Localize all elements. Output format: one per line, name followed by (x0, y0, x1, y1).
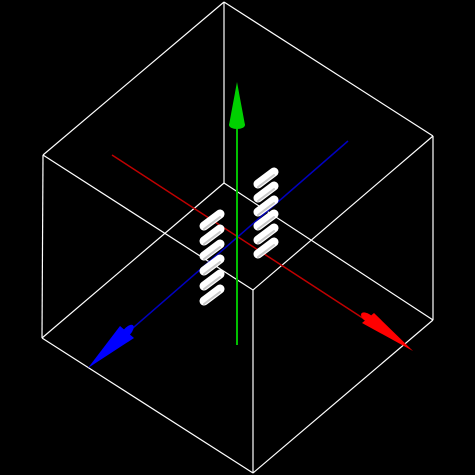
capsule-object[interactable] (253, 209, 279, 231)
z-axis-arrow-base (120, 324, 134, 340)
capsule-object[interactable] (199, 209, 225, 231)
axis-arrows (88, 82, 413, 368)
capsule-object[interactable] (253, 223, 279, 245)
box-edge (41, 182, 225, 339)
capsule-shading (257, 244, 275, 258)
capsule-shading (257, 216, 275, 230)
capsule-shading (257, 202, 275, 216)
z-axis-arrow (88, 324, 134, 368)
capsule-object[interactable] (253, 237, 279, 259)
capsule-object[interactable] (199, 284, 225, 306)
capsule-object[interactable] (199, 269, 225, 291)
axis-lines (111, 128, 379, 345)
capsule-object[interactable] (199, 239, 225, 261)
capsule-shading (203, 276, 221, 290)
capsule-object[interactable] (253, 181, 279, 203)
box-edge (223, 1, 434, 137)
y-axis-arrow (229, 82, 245, 129)
box-edge (252, 319, 434, 474)
capsule-object[interactable] (253, 195, 279, 217)
arrow-cone-icon (229, 82, 245, 125)
capsule-object[interactable] (199, 254, 225, 276)
x-axis-line (111, 154, 379, 329)
arrow-cone-icon (362, 313, 413, 351)
capsule-shading (203, 216, 221, 230)
capsule-object[interactable] (199, 224, 225, 246)
capsule-shading (203, 291, 221, 305)
box-edge (42, 154, 254, 291)
capsule-shading (203, 246, 221, 260)
box-edge (41, 337, 254, 474)
capsule-shading (257, 174, 275, 188)
capsule-shading (257, 188, 275, 202)
scene-objects[interactable] (199, 167, 279, 306)
capsule-object[interactable] (253, 167, 279, 189)
capsule-shading (203, 231, 221, 245)
x-axis-arrow-base (361, 312, 375, 324)
capsule-shading (257, 230, 275, 244)
y-axis-arrow-base (229, 121, 245, 129)
z-axis-line (117, 140, 349, 342)
capsule-shading (203, 261, 221, 275)
box-edge (41, 154, 44, 339)
box-edge (42, 1, 225, 156)
box-edge (252, 135, 434, 291)
x-axis-arrow (361, 312, 413, 351)
